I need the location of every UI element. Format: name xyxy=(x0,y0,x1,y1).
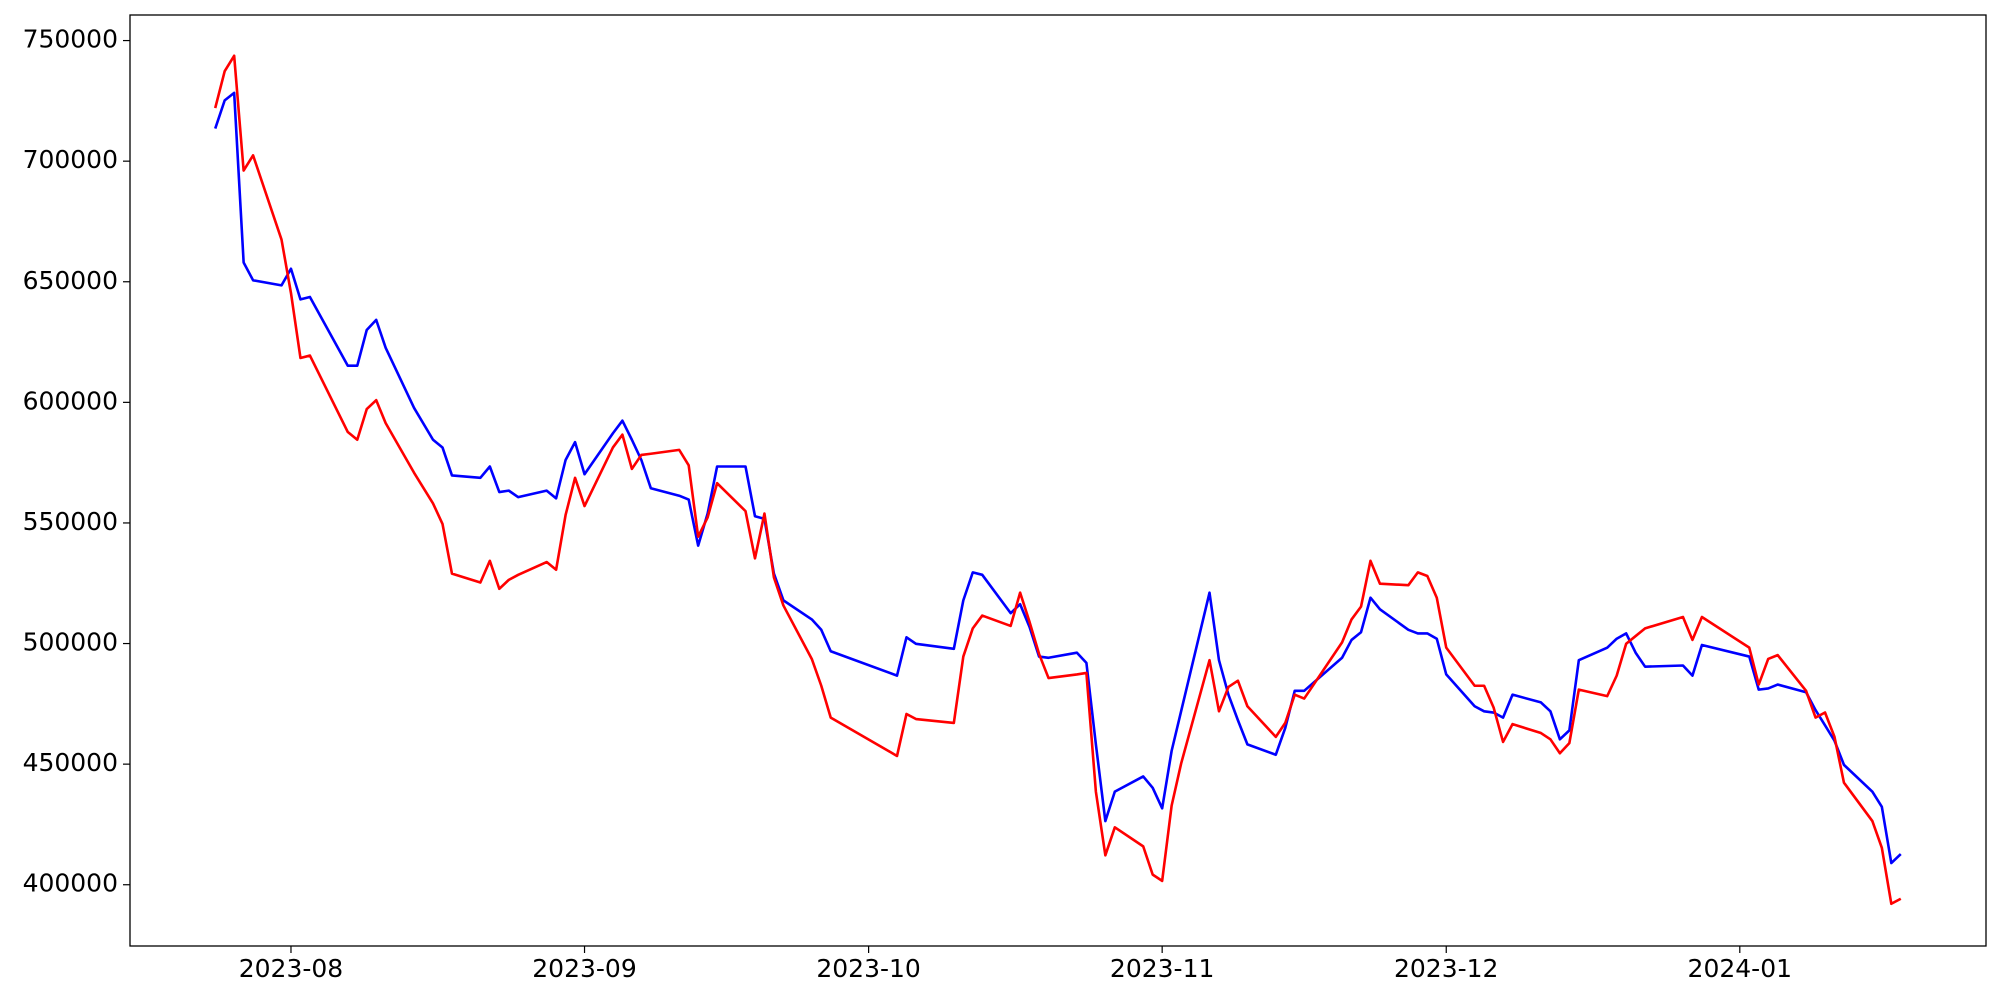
y-tick-label: 400000 xyxy=(23,869,118,898)
series-line xyxy=(213,54,1902,906)
y-tick-label: 700000 xyxy=(23,145,118,174)
series-line xyxy=(213,91,1902,865)
y-tick-label: 450000 xyxy=(23,748,118,777)
x-tick-label: 2023-10 xyxy=(816,954,920,983)
plot-frame xyxy=(129,14,1987,947)
x-tick-label: 2024-01 xyxy=(1688,954,1792,983)
y-tick-label: 550000 xyxy=(23,507,118,536)
x-tick-label: 2023-09 xyxy=(532,954,636,983)
y-tick-label: 500000 xyxy=(23,628,118,657)
x-tick-label: 2023-12 xyxy=(1394,954,1498,983)
x-tick-label: 2023-08 xyxy=(239,954,343,983)
y-tick-label: 750000 xyxy=(23,25,118,54)
y-tick-label: 650000 xyxy=(23,266,118,295)
x-tick-label: 2023-11 xyxy=(1110,954,1214,983)
y-tick-label: 600000 xyxy=(23,386,118,415)
